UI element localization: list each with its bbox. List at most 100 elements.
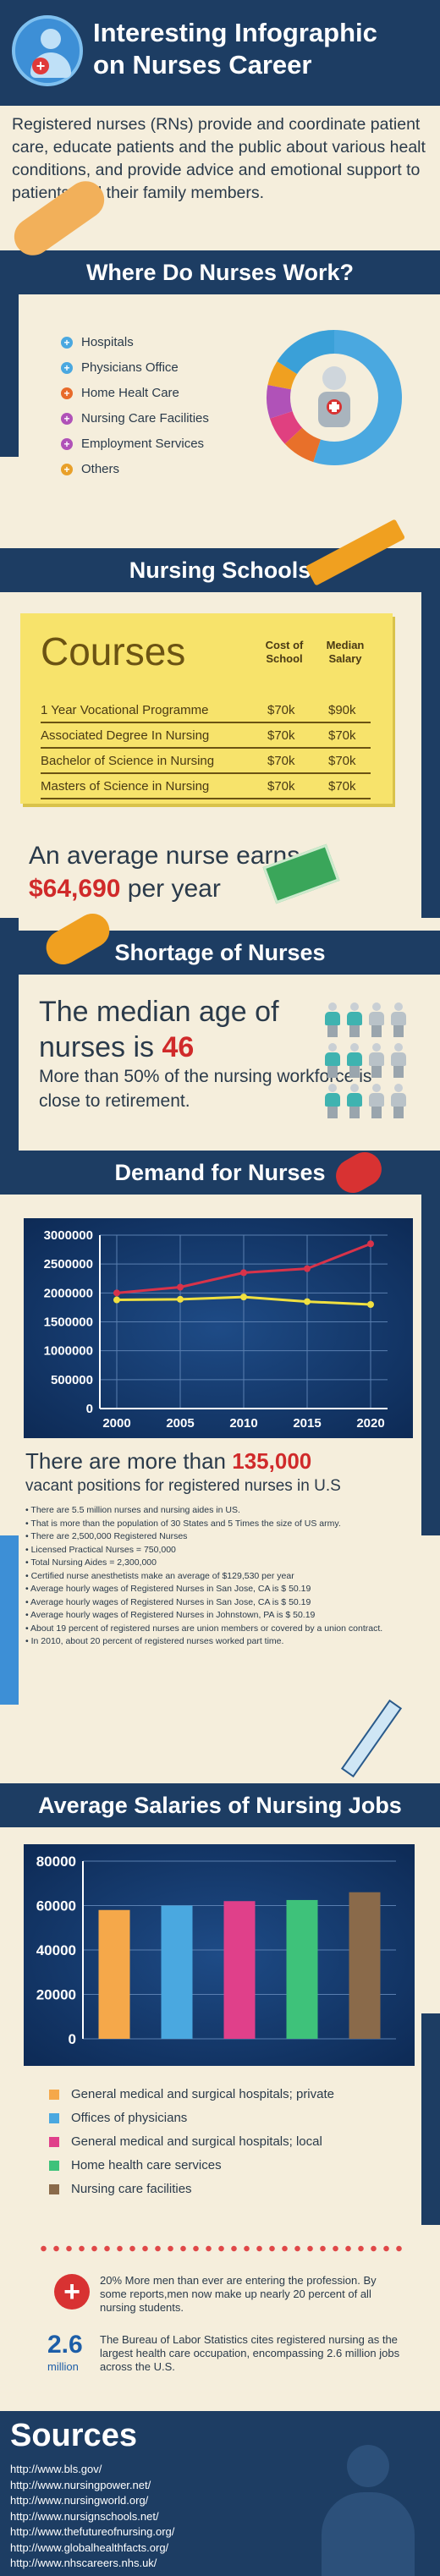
retire-text: More than 50% of the nursing workforce i…: [39, 1067, 372, 1111]
x-tick-label: 2005: [166, 1416, 194, 1431]
y-tick-label: 1500000: [44, 1315, 93, 1330]
legend-swatch: [49, 2113, 59, 2123]
earn-label: An average nurse earns: [29, 842, 300, 870]
x-tick-label: 2000: [102, 1416, 130, 1431]
frame-bar: [0, 262, 19, 457]
person-icon: [325, 1043, 340, 1079]
course-name: Bachelor of Science in Nursing: [41, 754, 215, 768]
course-row: Masters of Science in Nursing $70k $70k: [41, 774, 371, 799]
course-row: Bachelor of Science in Nursing $70k $70k: [41, 749, 371, 774]
salary-legend: General medical and surgical hospitals; …: [49, 2083, 334, 2201]
frame-bar: [421, 563, 440, 918]
salary-bar: [161, 1905, 193, 2039]
person-icon: [369, 1002, 384, 1038]
course-cost: $70k: [267, 703, 295, 717]
source-link[interactable]: http://www.nursingworld.org/: [10, 2494, 149, 2507]
where-item: + Physicians Office: [61, 355, 209, 381]
frame-bar: [0, 1535, 19, 1705]
salary-bar: [286, 1899, 318, 2039]
header: + Interesting Infographic on Nurses Care…: [0, 0, 440, 106]
col-salary-header: Median Salary: [326, 639, 365, 665]
course-cost: $70k: [267, 728, 295, 743]
bls-fact: The Bureau of Labor Statistics cites reg…: [100, 2333, 400, 2373]
y-tick-label: 2000000: [44, 1286, 93, 1300]
where-item: + Nursing Care Facilities: [61, 406, 209, 431]
salary-bar-chart: 0 20000 40000 60000 80000: [36, 1854, 396, 2047]
fact-item: Average hourly wages of Registered Nurse…: [25, 1583, 406, 1596]
y-tick-label: 500000: [51, 1373, 93, 1387]
fact-item: Average hourly wages of Registered Nurse…: [25, 1609, 406, 1623]
where-item: + Hospitals: [61, 330, 209, 355]
y-tick-label: 0: [69, 2031, 76, 2047]
source-link[interactable]: http://www.nursignschools.net/: [10, 2509, 159, 2523]
red-cross-icon: +: [54, 2274, 90, 2310]
source-link[interactable]: http://www.thefutureofnursing.org/: [10, 2525, 175, 2538]
dotted-divider: [37, 2245, 403, 2252]
col-cost-header: Cost of School: [265, 639, 304, 665]
source-link[interactable]: http://www.globalhealthfacts.org/: [10, 2540, 169, 2554]
legend-label: General medical and surgical hospitals; …: [71, 2087, 334, 2101]
where-item-label: Others: [81, 462, 120, 476]
salary-chart-panel: 0 20000 40000 60000 80000: [24, 1844, 415, 2066]
where-list: + Hospitals + Physicians Office + Home Healt …: [61, 330, 209, 482]
fact-item: Total Nursing Aides = 2,300,000: [25, 1557, 406, 1570]
source-link[interactable]: http://www.nursingpower.net/: [10, 2478, 151, 2491]
course-name: Masters of Science in Nursing: [41, 779, 210, 794]
course-salary: $70k: [328, 728, 356, 743]
series-point: [304, 1265, 311, 1272]
nurse-logo-icon: +: [12, 15, 83, 86]
legend-item: General medical and surgical hospitals; …: [49, 2130, 334, 2154]
course-cost: $70k: [267, 779, 295, 794]
syringe-icon: [340, 1699, 403, 1778]
median-age-value: 46: [162, 1031, 195, 1063]
fact-item: That is more than the population of 30 S…: [25, 1518, 406, 1531]
title-line-2: on Nurses Career: [93, 50, 312, 80]
average-earn-amount: $64,690 per year: [29, 875, 221, 904]
y-tick-label: 80000: [36, 1854, 76, 1870]
where-item: + Others: [61, 457, 209, 482]
where-item: + Employment Services: [61, 431, 209, 457]
person-icon: [391, 1043, 406, 1079]
series-point: [240, 1269, 247, 1277]
y-tick-label: 3000000: [44, 1228, 93, 1243]
frame-bar: [0, 918, 19, 1189]
fact-item: Certified nurse anesthetists make an ave…: [25, 1570, 406, 1584]
demand-line-chart: 0 500000 1000000 1500000 2000000 2500000 30000…: [44, 1228, 388, 1431]
courses-note: Courses Cost of School Median Salary 1 Y…: [20, 613, 393, 804]
source-link[interactable]: http://www.bls.gov/: [10, 2463, 102, 2475]
vacant-number: 135,000: [232, 1448, 312, 1474]
sources-list: http://www.bls.gov/http://www.nursingpow…: [10, 2462, 174, 2572]
vacant-headline: There are more than 135,000: [25, 1448, 311, 1475]
y-tick-label: 2500000: [44, 1257, 93, 1272]
where-item-label: Nursing Care Facilities: [81, 411, 209, 426]
sources-title: Sources: [10, 2418, 137, 2453]
series-point: [177, 1283, 184, 1291]
legend-label: General medical and surgical hospitals; …: [71, 2134, 322, 2149]
plus-icon: +: [61, 362, 73, 374]
person-icon: [391, 1084, 406, 1119]
course-name: 1 Year Vocational Programme: [41, 703, 209, 717]
sources-section: Sources http://www.bls.gov/http://www.nu…: [0, 2411, 440, 2576]
series-point: [367, 1301, 374, 1308]
course-salary: $70k: [328, 779, 356, 794]
salary-bar: [349, 1892, 381, 2039]
legend-label: Offices of physicians: [71, 2111, 188, 2125]
series-point: [240, 1293, 247, 1301]
y-tick-label: 60000: [36, 1898, 76, 1914]
legend-label: Nursing care facilities: [71, 2182, 192, 2196]
legend-swatch: [49, 2137, 59, 2147]
nurse-figure-icon: [318, 366, 350, 427]
demand-chart-panel: 0 500000 1000000 1500000 2000000 2500000 30000…: [24, 1218, 413, 1438]
course-cost: $70k: [267, 754, 295, 768]
series-point: [367, 1240, 374, 1248]
source-link[interactable]: http://www.nhscareers.nhs.uk/: [10, 2557, 157, 2569]
person-icon: [347, 1043, 362, 1079]
where-item: + Home Healt Care: [61, 381, 209, 406]
series-point: [113, 1289, 120, 1297]
course-salary: $90k: [328, 703, 356, 717]
person-icon: [369, 1084, 384, 1119]
legend-swatch: [49, 2090, 59, 2100]
facts-list: There are 5.5 million nurses and nursing…: [25, 1504, 406, 1649]
salary-bar: [98, 1909, 130, 2039]
average-earn: An average nurse earns: [29, 842, 300, 871]
